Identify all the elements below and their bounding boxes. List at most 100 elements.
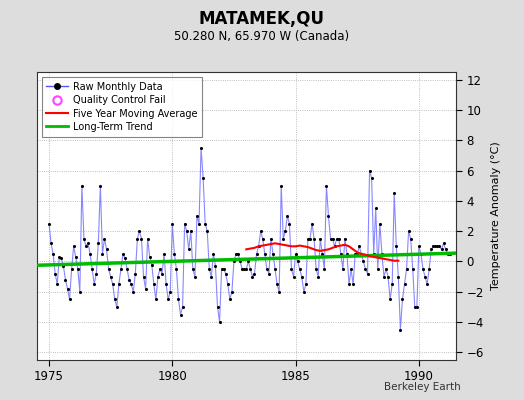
Point	[258, 236, 267, 242]
Point	[106, 274, 115, 280]
Point	[180, 220, 189, 227]
Point	[182, 228, 191, 234]
Point	[302, 281, 310, 288]
Point	[151, 296, 160, 302]
Point	[234, 251, 242, 257]
Point	[139, 274, 148, 280]
Point	[92, 270, 101, 277]
Point	[68, 266, 76, 272]
Point	[357, 251, 366, 257]
Point	[394, 274, 402, 280]
Point	[78, 182, 86, 189]
Point	[66, 296, 74, 302]
Point	[59, 263, 68, 269]
Point	[445, 251, 454, 257]
Point	[94, 240, 103, 246]
Point	[51, 270, 59, 277]
Point	[374, 266, 382, 272]
Point	[127, 281, 135, 288]
Point	[293, 258, 302, 265]
Point	[271, 266, 279, 272]
Point	[228, 288, 236, 295]
Point	[296, 266, 304, 272]
Point	[287, 266, 296, 272]
Point	[220, 266, 228, 272]
Point	[164, 296, 172, 302]
Point	[203, 228, 212, 234]
Point	[148, 261, 156, 268]
Point	[419, 266, 427, 272]
Point	[57, 255, 66, 262]
Point	[199, 175, 208, 181]
Point	[131, 270, 139, 277]
Point	[166, 288, 174, 295]
Point	[248, 274, 257, 280]
Point	[365, 167, 374, 174]
Point	[244, 258, 253, 265]
Point	[425, 266, 433, 272]
Point	[376, 220, 384, 227]
Point	[331, 243, 339, 250]
Point	[310, 236, 318, 242]
Point	[174, 296, 183, 302]
Point	[187, 228, 195, 234]
Point	[326, 236, 335, 242]
Point	[82, 243, 90, 250]
Point	[355, 243, 364, 250]
Point	[353, 251, 362, 257]
Point	[232, 251, 240, 257]
Point	[213, 304, 222, 310]
Point	[409, 266, 417, 272]
Point	[439, 240, 447, 246]
Point	[205, 266, 213, 272]
Text: Berkeley Earth: Berkeley Earth	[385, 382, 461, 392]
Point	[411, 304, 419, 310]
Point	[388, 281, 396, 288]
Point	[160, 251, 168, 257]
Point	[304, 236, 312, 242]
Point	[100, 236, 108, 242]
Point	[47, 240, 55, 246]
Point	[104, 266, 113, 272]
Point	[427, 246, 435, 252]
Point	[133, 236, 141, 242]
Point	[334, 236, 343, 242]
Point	[125, 276, 133, 283]
Point	[113, 304, 121, 310]
Point	[184, 246, 193, 252]
Point	[102, 246, 111, 252]
Point	[329, 236, 337, 242]
Point	[129, 288, 137, 295]
Point	[123, 266, 132, 272]
Point	[158, 270, 166, 277]
Point	[298, 274, 306, 280]
Point	[281, 228, 289, 234]
Point	[150, 281, 158, 288]
Point	[178, 304, 187, 310]
Point	[168, 220, 177, 227]
Point	[269, 251, 277, 257]
Point	[121, 255, 129, 262]
Point	[111, 296, 119, 302]
Point	[277, 182, 286, 189]
Point	[320, 266, 329, 272]
Point	[246, 266, 255, 272]
Point	[324, 213, 333, 219]
Text: MATAMEK,QU: MATAMEK,QU	[199, 10, 325, 28]
Point	[146, 254, 154, 260]
Point	[386, 296, 394, 302]
Point	[322, 182, 331, 189]
Point	[285, 220, 293, 227]
Point	[115, 281, 123, 288]
Text: 50.280 N, 65.970 W (Canada): 50.280 N, 65.970 W (Canada)	[174, 30, 350, 43]
Point	[154, 274, 162, 280]
Point	[384, 274, 392, 280]
Point	[333, 236, 341, 242]
Point	[70, 243, 78, 250]
Point	[429, 243, 438, 250]
Point	[119, 251, 127, 257]
Point	[372, 205, 380, 212]
Y-axis label: Temperature Anomaly (°C): Temperature Anomaly (°C)	[490, 142, 500, 290]
Point	[63, 286, 72, 292]
Point	[86, 251, 94, 257]
